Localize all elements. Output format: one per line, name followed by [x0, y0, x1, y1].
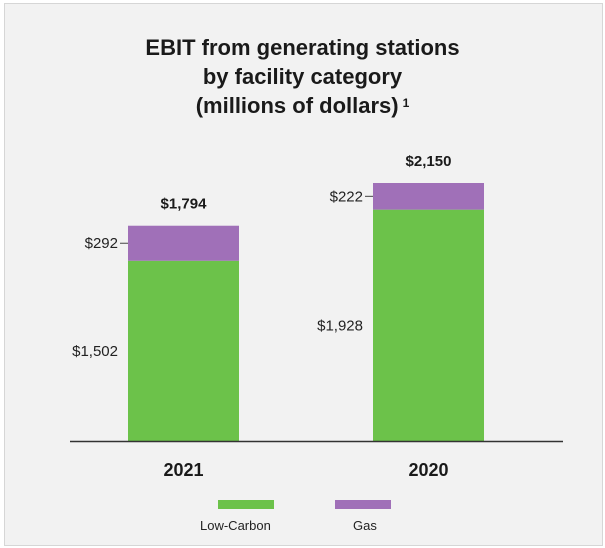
total-label-2021: $1,794 [161, 196, 208, 213]
chart-title-line-3: (millions of dollars) 1 [0, 91, 605, 120]
category-label-2021: 2021 [163, 460, 203, 480]
legend-label-low-carbon: Low-Carbon [200, 518, 271, 533]
total-label-2020: $2,150 [406, 153, 452, 170]
bar-gas-2021 [128, 225, 239, 261]
label-gas-2020: $222 [330, 188, 363, 205]
title-footnote: 1 [402, 96, 410, 110]
category-label-2020: 2020 [408, 460, 448, 480]
legend-label-gas: Gas [353, 518, 377, 533]
bar-low-carbon-2021 [128, 260, 239, 441]
chart-title-line-1: EBIT from generating stations [145, 35, 460, 60]
legend-swatch-gas [335, 500, 391, 509]
label-low-carbon-2020: $1,928 [317, 317, 363, 334]
chart-title: EBIT from generating stations by facilit… [0, 33, 605, 120]
chart-frame [4, 3, 603, 546]
label-gas-2021: $292 [85, 235, 118, 252]
chart-title-line-3-text: (millions of dollars) [195, 93, 399, 118]
legend-swatch-low-carbon [218, 500, 274, 509]
chart-title-line-2: by facility category [202, 64, 403, 89]
bar-low-carbon-2020 [373, 209, 484, 441]
bar-gas-2020 [373, 183, 484, 210]
label-low-carbon-2021: $1,502 [72, 343, 118, 360]
